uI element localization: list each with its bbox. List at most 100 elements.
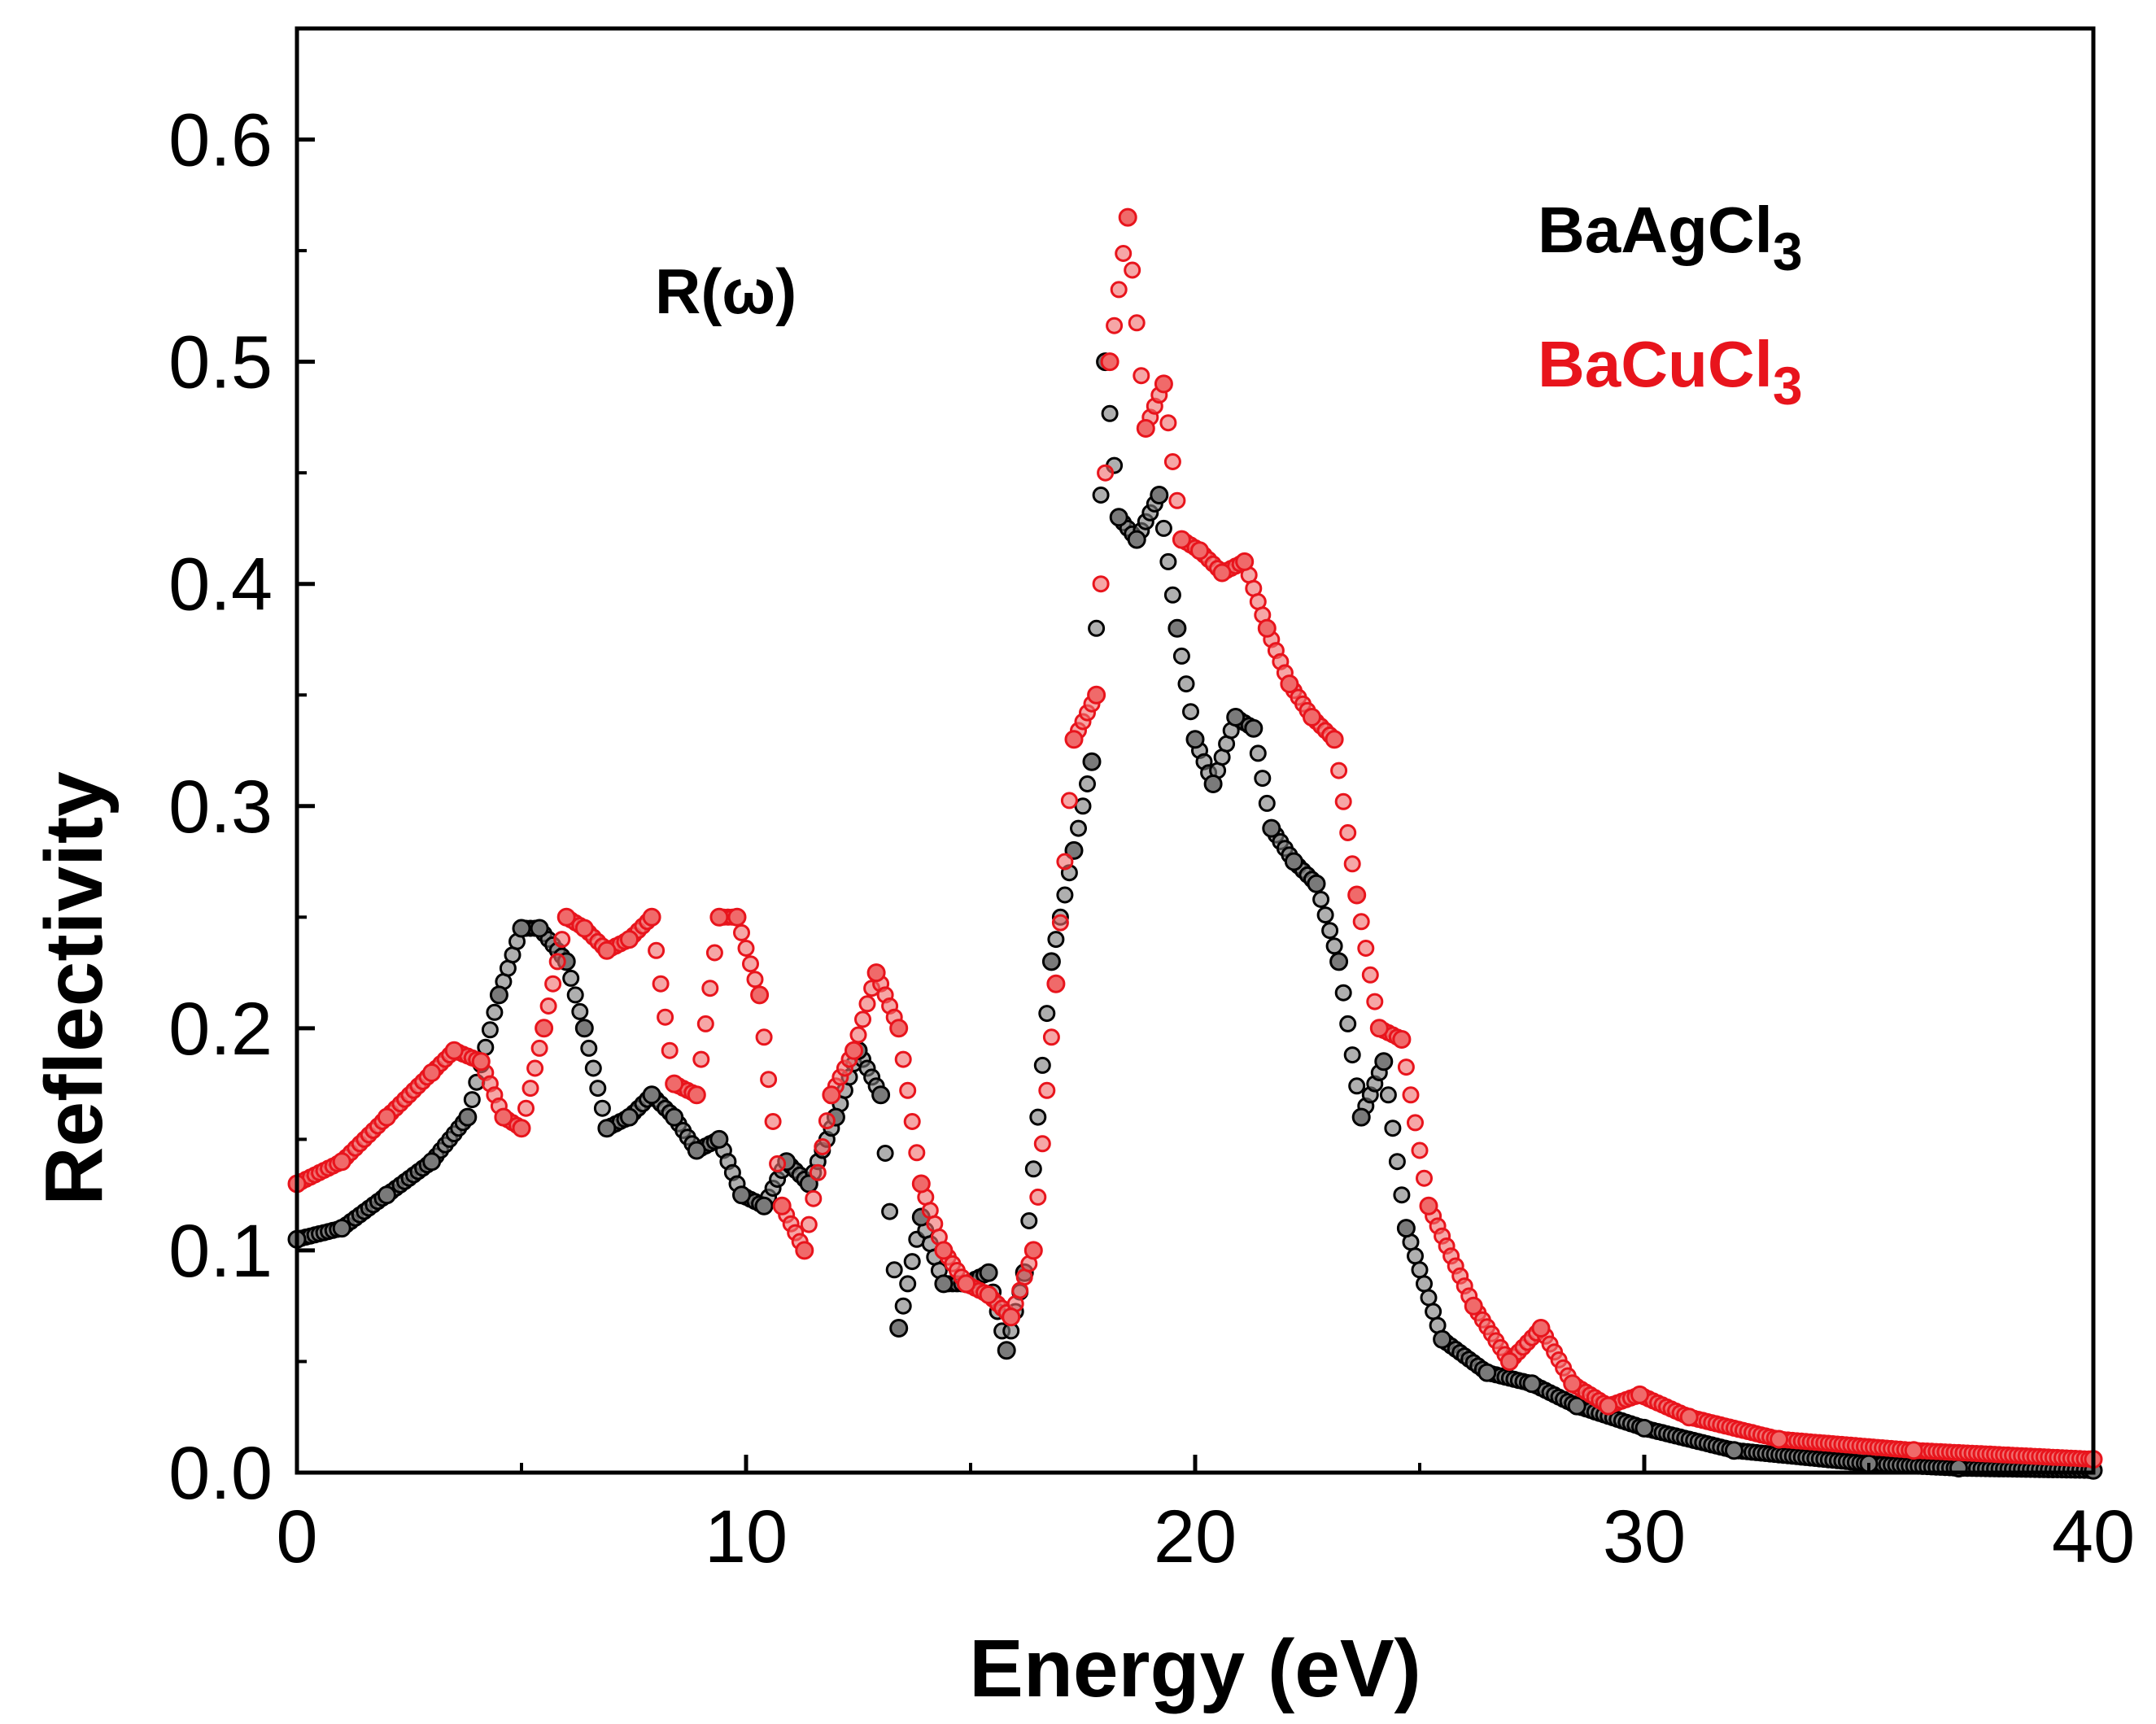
data-point	[727, 907, 747, 927]
series-marker	[1092, 575, 1110, 593]
y-tick-label: 0.3	[168, 766, 273, 849]
data-point	[1724, 1441, 1744, 1460]
data-point	[1127, 530, 1146, 549]
series-marker	[481, 1021, 499, 1039]
series-marker	[589, 1080, 607, 1098]
data-point	[1100, 352, 1119, 372]
data-point	[1203, 775, 1223, 793]
series-marker	[1254, 770, 1272, 788]
series-marker	[1177, 675, 1195, 693]
series-marker	[1357, 940, 1375, 957]
data-point	[1567, 1396, 1586, 1416]
x-tick-label: 0	[276, 1495, 317, 1578]
series-marker	[1033, 1056, 1051, 1074]
series-marker	[1339, 824, 1357, 841]
series-marker	[899, 1081, 917, 1099]
data-point	[620, 1107, 639, 1127]
y-tick-label: 0.4	[168, 543, 273, 626]
data-point	[1563, 1374, 1582, 1394]
legend-subscript: 3	[1773, 221, 1803, 282]
series-marker	[580, 1039, 598, 1057]
data-point	[1087, 685, 1106, 705]
series-marker	[1124, 261, 1141, 279]
series-marker	[1379, 1086, 1397, 1104]
series-marker	[858, 995, 876, 1013]
series-marker	[1416, 1275, 1433, 1293]
series-marker	[849, 1026, 867, 1044]
series-marker	[566, 986, 584, 1004]
series-marker	[1249, 744, 1267, 762]
series-marker	[1042, 1028, 1060, 1046]
data-point	[1351, 1107, 1371, 1127]
data-point	[866, 963, 886, 983]
series-marker	[894, 1297, 912, 1315]
series-marker	[648, 941, 666, 959]
data-point	[1904, 1441, 1923, 1460]
series-marker	[1115, 245, 1133, 262]
series-marker	[571, 1002, 589, 1020]
data-point	[665, 1107, 684, 1127]
data-point	[1433, 1329, 1452, 1349]
series-marker	[894, 1050, 912, 1068]
series-marker	[539, 997, 557, 1015]
data-point	[889, 1019, 909, 1038]
data-point	[1226, 708, 1246, 727]
series-marker	[1163, 453, 1181, 470]
series-marker	[885, 1261, 903, 1279]
series-marker	[1051, 914, 1069, 932]
series-marker	[1070, 819, 1087, 837]
data-point	[1630, 1385, 1649, 1404]
series-marker	[1024, 1160, 1042, 1178]
series-marker	[1133, 367, 1150, 385]
data-point	[1522, 1374, 1542, 1394]
series-marker	[1397, 1058, 1415, 1076]
data-point	[1185, 730, 1205, 749]
data-point	[1154, 374, 1173, 394]
data-point	[1374, 1052, 1394, 1071]
data-point	[471, 1052, 491, 1071]
series-marker	[1420, 1289, 1438, 1307]
series-marker	[1384, 1120, 1402, 1137]
y-axis-label: Reflectivity	[28, 771, 120, 1206]
x-tick-label: 40	[2052, 1495, 2135, 1578]
data-point	[574, 1019, 594, 1038]
x-tick-label: 20	[1154, 1495, 1237, 1578]
series-marker	[584, 1059, 602, 1077]
data-point	[1477, 1363, 1497, 1382]
data-point	[845, 1041, 863, 1060]
series-marker	[903, 1113, 921, 1130]
data-point	[620, 930, 639, 949]
data-point	[750, 985, 770, 1005]
ticks-layer: 0 10 20 30 40 0.0 0.1 0.2 0.3 0.4 0.5 0.6	[168, 27, 2135, 1578]
series-marker	[1361, 966, 1379, 984]
data-point	[494, 1107, 513, 1127]
legend-label: BaCuCl	[1538, 328, 1773, 400]
series-marker	[486, 1003, 504, 1021]
data-point	[535, 1019, 554, 1038]
data-point	[732, 1185, 751, 1205]
series-marker	[876, 1145, 894, 1162]
data-point	[1064, 730, 1084, 749]
data-point	[1167, 618, 1187, 638]
series-marker	[1312, 891, 1330, 908]
data-point	[1002, 1307, 1021, 1327]
series-marker	[1079, 775, 1096, 792]
series-marker	[1056, 886, 1074, 904]
series-marker	[548, 953, 566, 971]
data-point	[1369, 1019, 1389, 1038]
series-marker	[1038, 1005, 1056, 1023]
series-marker	[903, 1253, 921, 1271]
series-marker	[1038, 1081, 1056, 1099]
series-marker	[1343, 1046, 1361, 1064]
series-marker	[908, 1144, 926, 1162]
data-point	[979, 1285, 998, 1304]
y-tick-label: 0.6	[168, 99, 273, 182]
series-layer	[287, 207, 2103, 1480]
series-marker	[1334, 792, 1352, 810]
data-point	[512, 919, 531, 938]
legend-subscript: 3	[1773, 356, 1803, 416]
series-marker	[1366, 993, 1384, 1010]
data-point	[1307, 874, 1326, 893]
data-point	[1064, 840, 1084, 860]
